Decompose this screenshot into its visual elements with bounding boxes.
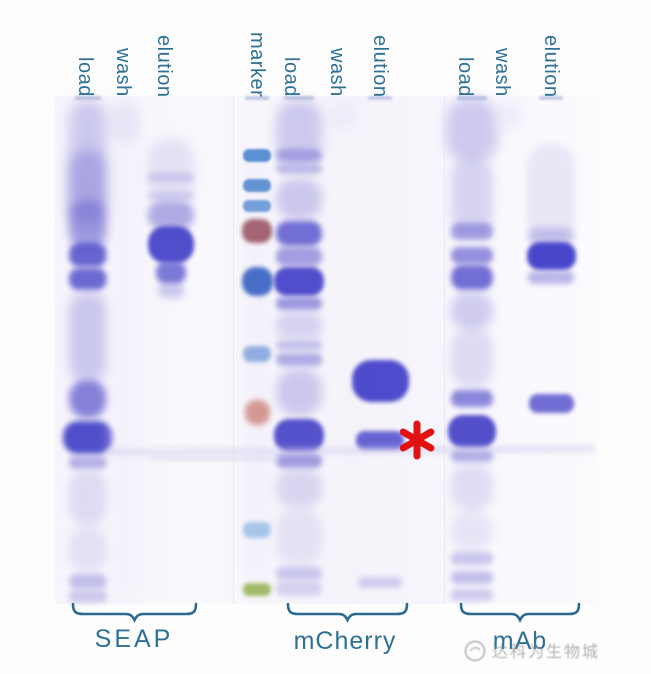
lane-label-load: load [280, 57, 302, 97]
mab-load-band [451, 292, 493, 330]
mab-elution-band [528, 394, 574, 413]
mab-load-band [451, 390, 493, 407]
well-mark [368, 96, 392, 100]
mcherry-load-band [276, 297, 322, 310]
lane-label-marker: marker [246, 31, 268, 97]
gel-seam [233, 96, 234, 604]
mcherry-elution-band [356, 431, 404, 450]
lane-label-wash: wash [326, 48, 348, 97]
seap-elution-band [158, 283, 184, 298]
well-mark [75, 96, 101, 100]
marker-band [242, 219, 272, 243]
seap-load-band [69, 456, 107, 469]
mcherry-load-band [276, 508, 322, 566]
mab-load-band [451, 571, 493, 584]
mcherry-load-band [276, 221, 322, 246]
well-mark [245, 96, 269, 100]
mab-load-band [451, 158, 493, 233]
mab-wash-band [493, 100, 523, 130]
seap-load-band [69, 380, 107, 418]
seap-elution-band [148, 173, 194, 182]
mcherry-wash-band [327, 100, 357, 130]
seap-elution-band [148, 226, 194, 263]
mcherry-load-band [276, 581, 322, 596]
mab-load-band [448, 415, 496, 448]
mcherry-load-band [276, 453, 322, 468]
mab-load-band [451, 589, 493, 601]
mab-load-band [451, 265, 493, 290]
mcherry-load-band [276, 312, 322, 340]
seap-wash-band [110, 100, 140, 145]
marker-band [241, 267, 273, 296]
lane-label-load: load [454, 57, 476, 97]
marker-band [243, 346, 271, 362]
group-label-mCherry: mCherry [293, 627, 397, 655]
marker-band [243, 179, 271, 192]
seap-load-band [69, 243, 107, 267]
mcherry-load-band [276, 353, 322, 366]
lane-label-load: load [74, 57, 96, 97]
mab-load-band [451, 463, 493, 511]
mcherry-load-band [276, 247, 322, 266]
seap-load-band [69, 527, 107, 572]
seap-load-band [63, 421, 113, 454]
mab-elution-band [526, 242, 576, 270]
group-label-SEAP: SEAP [94, 625, 174, 653]
seap-load-band [69, 590, 107, 603]
well-mark [539, 96, 563, 100]
mcherry-elution-band [358, 577, 402, 588]
mab-load-band [451, 329, 493, 387]
lane-label-elution: elution [369, 34, 391, 97]
mcherry-load-band [276, 368, 322, 416]
mab-elution-band [528, 228, 574, 244]
mcherry-load-band [274, 267, 324, 296]
lane-label-elution: elution [153, 34, 175, 97]
seap-load-band [69, 574, 107, 589]
lane-label-wash: wash [112, 48, 134, 97]
mcherry-elution-band [351, 360, 409, 402]
seap-load-band [69, 268, 107, 290]
mab-load-band [451, 247, 493, 264]
lane-label-wash: wash [491, 48, 513, 97]
mcherry-load-band [276, 567, 322, 580]
mab-elution-band [527, 143, 575, 241]
mcherry-load-band [276, 469, 322, 507]
group-label-mAb: mAb [492, 627, 548, 655]
mcherry-load-band [276, 149, 322, 162]
marker-band [243, 149, 271, 162]
lane-label-elution: elution [540, 34, 562, 97]
seap-elution-band [148, 191, 194, 200]
mab-load-band [446, 98, 498, 163]
mab-load-band [451, 223, 493, 240]
seap-elution-band [148, 201, 194, 229]
mcherry-load-band [276, 163, 322, 174]
seap-load-band [69, 292, 107, 382]
marker-band [243, 522, 271, 538]
marker-band [243, 200, 271, 212]
watermark: 达科为生物城 [462, 636, 600, 664]
mcherry-load-band [276, 178, 322, 220]
gel-seam [444, 96, 445, 604]
mcherry-load-band [276, 341, 322, 350]
seap-elution-band [156, 261, 186, 284]
mab-elution-band [528, 271, 574, 284]
mab-load-band [451, 552, 493, 565]
marker-band [244, 400, 270, 425]
well-mark [284, 96, 314, 100]
watermark-text: 达科为生物城 [492, 644, 601, 661]
marker-band [243, 583, 271, 596]
seap-load-band [69, 200, 107, 250]
well-mark [457, 96, 487, 100]
mab-load-band [451, 512, 493, 550]
gel-image [55, 96, 598, 604]
seap-load-band [69, 470, 107, 525]
watermark-logo-icon [464, 640, 486, 662]
seap-wash-band [110, 140, 140, 600]
